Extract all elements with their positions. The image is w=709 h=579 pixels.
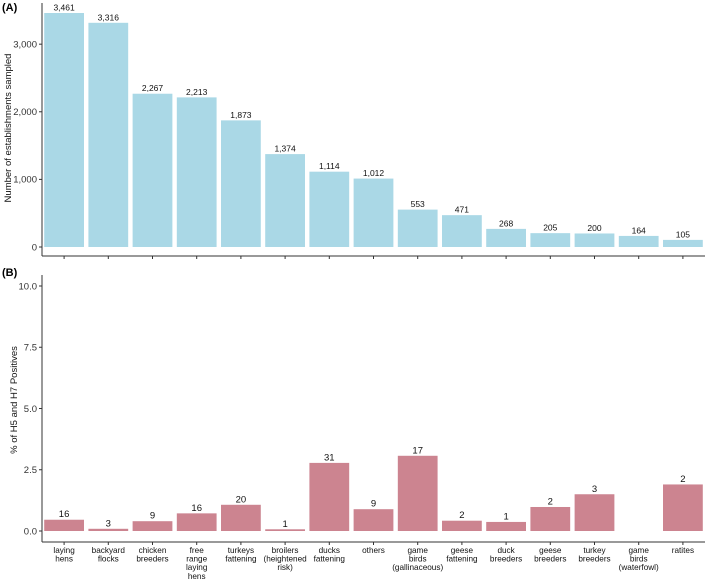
b-y-tick-label: 2.5 bbox=[24, 465, 37, 476]
bar-geese-breeders bbox=[530, 233, 570, 247]
data-label-turkey-breeders: 200 bbox=[587, 223, 601, 233]
category-label-turkey-breeders: turkeybreeders bbox=[578, 546, 610, 564]
category-label-ratites: ratites bbox=[672, 546, 694, 555]
bar-backyard-flocks bbox=[88, 23, 128, 247]
bar-free-range-laying-hens bbox=[177, 97, 217, 247]
data-label-laying-hens: 3,461 bbox=[53, 3, 75, 13]
data-label-game-birds-waterfowl: 164 bbox=[632, 225, 646, 235]
data-label-laying-hens: 16 bbox=[59, 509, 70, 520]
data-label-geese-breeders: 205 bbox=[543, 223, 557, 233]
panel-b-letter: (B) bbox=[2, 267, 18, 279]
panel-b-bars bbox=[44, 456, 703, 531]
panel-b-y-axis-title: % of H5 and H7 Positives bbox=[9, 346, 20, 454]
data-label-chicken-breeders: 2,267 bbox=[142, 83, 164, 93]
data-label-duck-breeders: 1 bbox=[503, 511, 508, 522]
data-label-ducks-fattening: 31 bbox=[324, 452, 335, 463]
category-label-duck-breeders: duckbreeders bbox=[490, 546, 522, 564]
data-label-broilers-heightened-risk: 1 bbox=[282, 519, 287, 530]
category-label-backyard-flocks: backyardflocks bbox=[92, 546, 126, 564]
a-y-tick-label: 2,000 bbox=[13, 107, 37, 118]
bar-duck-breeders bbox=[486, 522, 526, 531]
bar-duck-breeders bbox=[486, 229, 526, 247]
bar-game-birds-gallinaceous bbox=[398, 456, 438, 531]
bar-game-birds-gallinaceous bbox=[398, 210, 438, 247]
data-label-ratites: 2 bbox=[680, 474, 685, 485]
bar-others bbox=[354, 509, 394, 531]
category-label-ducks-fattening: ducksfattening bbox=[314, 546, 346, 564]
data-label-turkeys-fattening: 1,873 bbox=[230, 110, 252, 120]
category-label-others: others bbox=[362, 546, 385, 555]
bar-laying-hens bbox=[44, 13, 84, 247]
bar-geese-fattening bbox=[442, 521, 482, 531]
data-label-ducks-fattening: 1,114 bbox=[319, 161, 340, 171]
b-y-tick-label: 0.0 bbox=[24, 526, 37, 537]
b-y-tick-label: 7.5 bbox=[24, 343, 37, 354]
bar-turkeys-fattening bbox=[221, 120, 261, 247]
bar-turkeys-fattening bbox=[221, 505, 261, 531]
data-label-turkeys-fattening: 20 bbox=[236, 494, 247, 505]
data-label-duck-breeders: 268 bbox=[499, 218, 513, 228]
bar-geese-breeders bbox=[530, 507, 570, 531]
bar-turkey-breeders bbox=[575, 494, 615, 531]
data-label-free-range-laying-hens: 2,213 bbox=[186, 87, 208, 97]
category-label-broilers-heightened-risk: broilers(heightenedrisk) bbox=[263, 546, 307, 572]
bar-others bbox=[354, 179, 394, 247]
category-label-chicken-breeders: chickenbreeders bbox=[136, 546, 168, 564]
panel-b-category-labels: layinghens backyardflocks chickenbreeders f… bbox=[53, 546, 694, 579]
data-label-chicken-breeders: 9 bbox=[150, 511, 155, 522]
category-label-free-range-laying-hens: freerangelayinghens bbox=[186, 546, 208, 579]
panel-a-letter: (A) bbox=[2, 2, 18, 14]
b-y-tick-label: 10.0 bbox=[19, 281, 38, 292]
bar-game-birds-waterfowl bbox=[619, 236, 659, 247]
data-label-broilers-heightened-risk: 1,374 bbox=[274, 144, 296, 154]
data-label-geese-fattening: 471 bbox=[455, 205, 469, 215]
panel-b: (B) % of H5 and H7 Positives 0.0 2.5 5.0 7.… bbox=[2, 267, 705, 579]
data-label-free-range-laying-hens: 16 bbox=[191, 503, 202, 514]
data-label-geese-fattening: 2 bbox=[459, 510, 464, 521]
figure: (A) Number of establishments sampled 01,… bbox=[0, 0, 709, 579]
data-label-game-birds-gallinaceous: 17 bbox=[412, 445, 423, 456]
bar-ratites bbox=[663, 484, 703, 531]
panel-a-y-ticks: 0 1,000 2,000 3,000 bbox=[13, 39, 42, 253]
b-y-tick-label: 5.0 bbox=[24, 404, 37, 415]
bar-geese-fattening bbox=[442, 215, 482, 247]
bar-laying-hens bbox=[44, 520, 84, 531]
data-label-turkey-breeders: 3 bbox=[592, 484, 597, 495]
bar-ratites bbox=[663, 240, 703, 247]
bar-ducks-fattening bbox=[309, 463, 349, 531]
panel-a: (A) Number of establishments sampled 01,… bbox=[2, 2, 705, 259]
category-label-geese-fattening: geesefattening bbox=[446, 546, 478, 564]
data-label-geese-breeders: 2 bbox=[548, 496, 553, 507]
category-label-game-birds-gallinaceous: gamebirds(gallinaceous) bbox=[392, 546, 443, 572]
data-label-game-birds-gallinaceous: 553 bbox=[411, 199, 425, 209]
bar-free-range-laying-hens bbox=[177, 513, 217, 531]
bar-turkey-breeders bbox=[575, 233, 615, 247]
data-label-others: 1,012 bbox=[363, 168, 385, 178]
panel-a-bars bbox=[44, 13, 703, 247]
a-y-tick-label: 1,000 bbox=[13, 175, 37, 186]
category-label-turkeys-fattening: turkeysfattening bbox=[225, 546, 257, 564]
bar-ducks-fattening bbox=[309, 172, 349, 247]
data-label-others: 9 bbox=[371, 499, 376, 510]
category-label-geese-breeders: geesebreeders bbox=[534, 546, 566, 564]
a-y-tick-label: 3,000 bbox=[13, 39, 37, 50]
bar-chicken-breeders bbox=[133, 521, 173, 531]
data-label-backyard-flocks: 3,316 bbox=[98, 12, 120, 22]
bar-chicken-breeders bbox=[133, 94, 173, 247]
a-y-tick-label: 0 bbox=[32, 242, 37, 253]
category-label-game-birds-waterfowl: gamebirds(waterfowl) bbox=[619, 546, 659, 572]
category-label-laying-hens: layinghens bbox=[53, 546, 75, 564]
panel-b-y-ticks: 0.0 2.5 5.0 7.5 10.0 bbox=[19, 281, 43, 537]
data-label-backyard-flocks: 3 bbox=[106, 518, 111, 529]
bar-broilers-heightened-risk bbox=[265, 154, 305, 247]
data-label-ratites: 105 bbox=[676, 229, 690, 239]
